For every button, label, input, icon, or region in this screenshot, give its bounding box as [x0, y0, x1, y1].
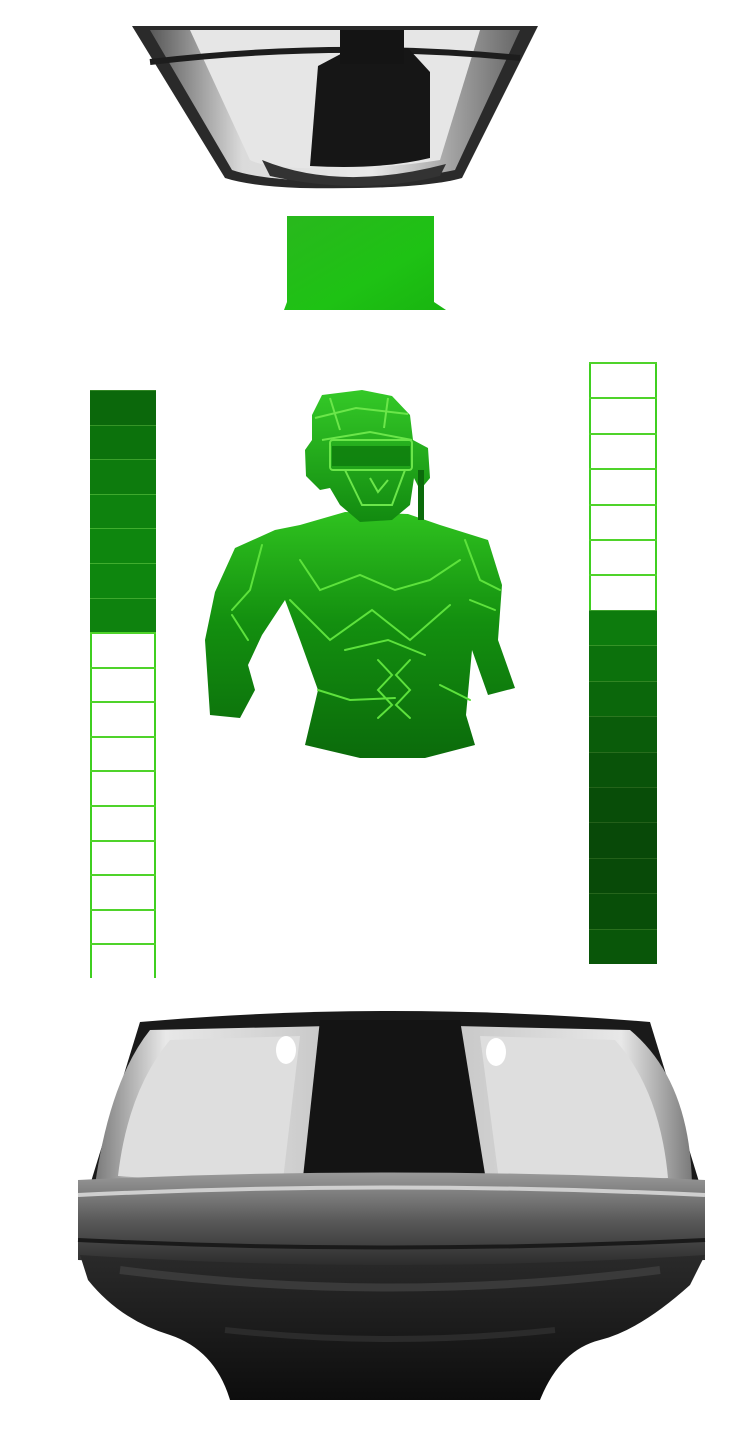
left-energy-meter [90, 390, 156, 978]
green-status-screen-icon [284, 216, 446, 310]
meter-segment [90, 459, 156, 494]
meter-segment [589, 680, 657, 717]
meter-segment [90, 839, 156, 875]
meter-segment [90, 943, 156, 978]
meter-segment [90, 805, 156, 840]
right-energy-meter [589, 362, 657, 964]
meter-segment [589, 928, 657, 964]
meter-segment [90, 735, 156, 771]
meter-segment [90, 770, 156, 805]
meter-segment [589, 539, 657, 574]
meter-rail [154, 390, 156, 978]
meter-segment [589, 786, 657, 823]
meter-segment [90, 493, 156, 529]
meter-segment [589, 468, 657, 503]
meter-segment [589, 432, 657, 468]
meter-segment [90, 390, 156, 425]
meter-segment [589, 751, 657, 787]
meter-segment [90, 562, 156, 598]
meter-segment [589, 857, 657, 894]
meter-segment [90, 597, 156, 633]
meter-segment [589, 609, 657, 646]
meter-segment [90, 528, 156, 563]
meter-segment [90, 424, 156, 460]
meter-rail [90, 390, 92, 978]
meter-segment [90, 874, 156, 909]
meter-segment [589, 822, 657, 858]
meter-segment [589, 893, 657, 929]
meter-segment [90, 701, 156, 736]
meter-segment [589, 397, 657, 432]
meter-segment [90, 666, 156, 702]
meter-segment [589, 503, 657, 539]
meter-segment [589, 574, 657, 609]
meter-segment [589, 716, 657, 752]
meter-segment [589, 362, 657, 397]
meter-segment [90, 908, 156, 944]
meter-segment [589, 645, 657, 681]
meter-segment [90, 632, 156, 667]
